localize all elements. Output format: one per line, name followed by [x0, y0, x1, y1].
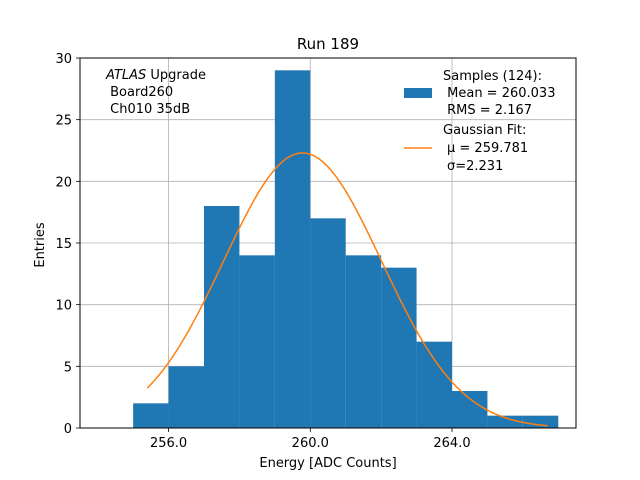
- atlas-annotation: ATLAS Upgrade Board260 Ch010 35dB: [105, 68, 206, 117]
- histogram-bar: [239, 255, 275, 428]
- histogram-bar: [168, 366, 204, 428]
- board-label: Board260: [106, 85, 173, 100]
- y-tick-label: 30: [55, 52, 72, 67]
- x-tick-label: 264.0: [433, 436, 470, 451]
- histogram-bar: [522, 415, 559, 428]
- atlas-upgrade: Upgrade: [146, 68, 206, 83]
- histogram-bar: [204, 206, 240, 428]
- histogram-bar: [381, 267, 417, 428]
- y-tick-label: 5: [64, 360, 72, 375]
- histogram-bar: [416, 341, 452, 428]
- x-axis-label: Energy [ADC Counts]: [259, 456, 396, 471]
- y-tick-label: 15: [55, 237, 72, 252]
- y-tick-label: 0: [64, 422, 72, 437]
- legend-samples-rms: RMS = 2.167: [443, 103, 532, 118]
- histogram-bar: [133, 403, 169, 428]
- legend-samples-mean: Mean = 260.033: [443, 86, 555, 101]
- legend-samples-title: Samples (124):: [443, 69, 542, 84]
- legend-fit-sigma: σ=2.231: [447, 159, 503, 174]
- histogram-bar: [310, 218, 346, 428]
- histogram-bar: [487, 415, 523, 428]
- chart-title: Run 189: [297, 35, 359, 53]
- x-tick-label: 260.0: [292, 436, 329, 451]
- y-axis-label: Entries: [33, 222, 48, 268]
- legend-fit-title: Gaussian Fit:: [443, 123, 526, 138]
- y-tick-label: 10: [55, 299, 72, 314]
- atlas-italic: ATLAS: [105, 68, 146, 83]
- y-tick-label: 25: [55, 114, 72, 129]
- histogram-bars: [133, 70, 559, 428]
- legend: Samples (124): Mean = 260.033 RMS = 2.16…: [404, 69, 555, 174]
- svg-text:ATLAS Upgrade: ATLAS Upgrade: [105, 68, 206, 83]
- legend-samples-swatch: [404, 88, 432, 98]
- x-tick-label: 256.0: [150, 436, 187, 451]
- histogram-bar: [345, 255, 382, 428]
- gaussian-fit-curve: [146, 152, 548, 427]
- axis-ticks: 256.0 260.0 264.0 0 5 10 15 20 25 30: [55, 52, 470, 451]
- channel-label: Ch010 35dB: [106, 102, 190, 117]
- legend-fit-mu: μ = 259.781: [447, 141, 528, 156]
- y-tick-label: 20: [55, 175, 72, 190]
- histogram-bar: [452, 391, 488, 428]
- histogram-bar: [274, 70, 311, 428]
